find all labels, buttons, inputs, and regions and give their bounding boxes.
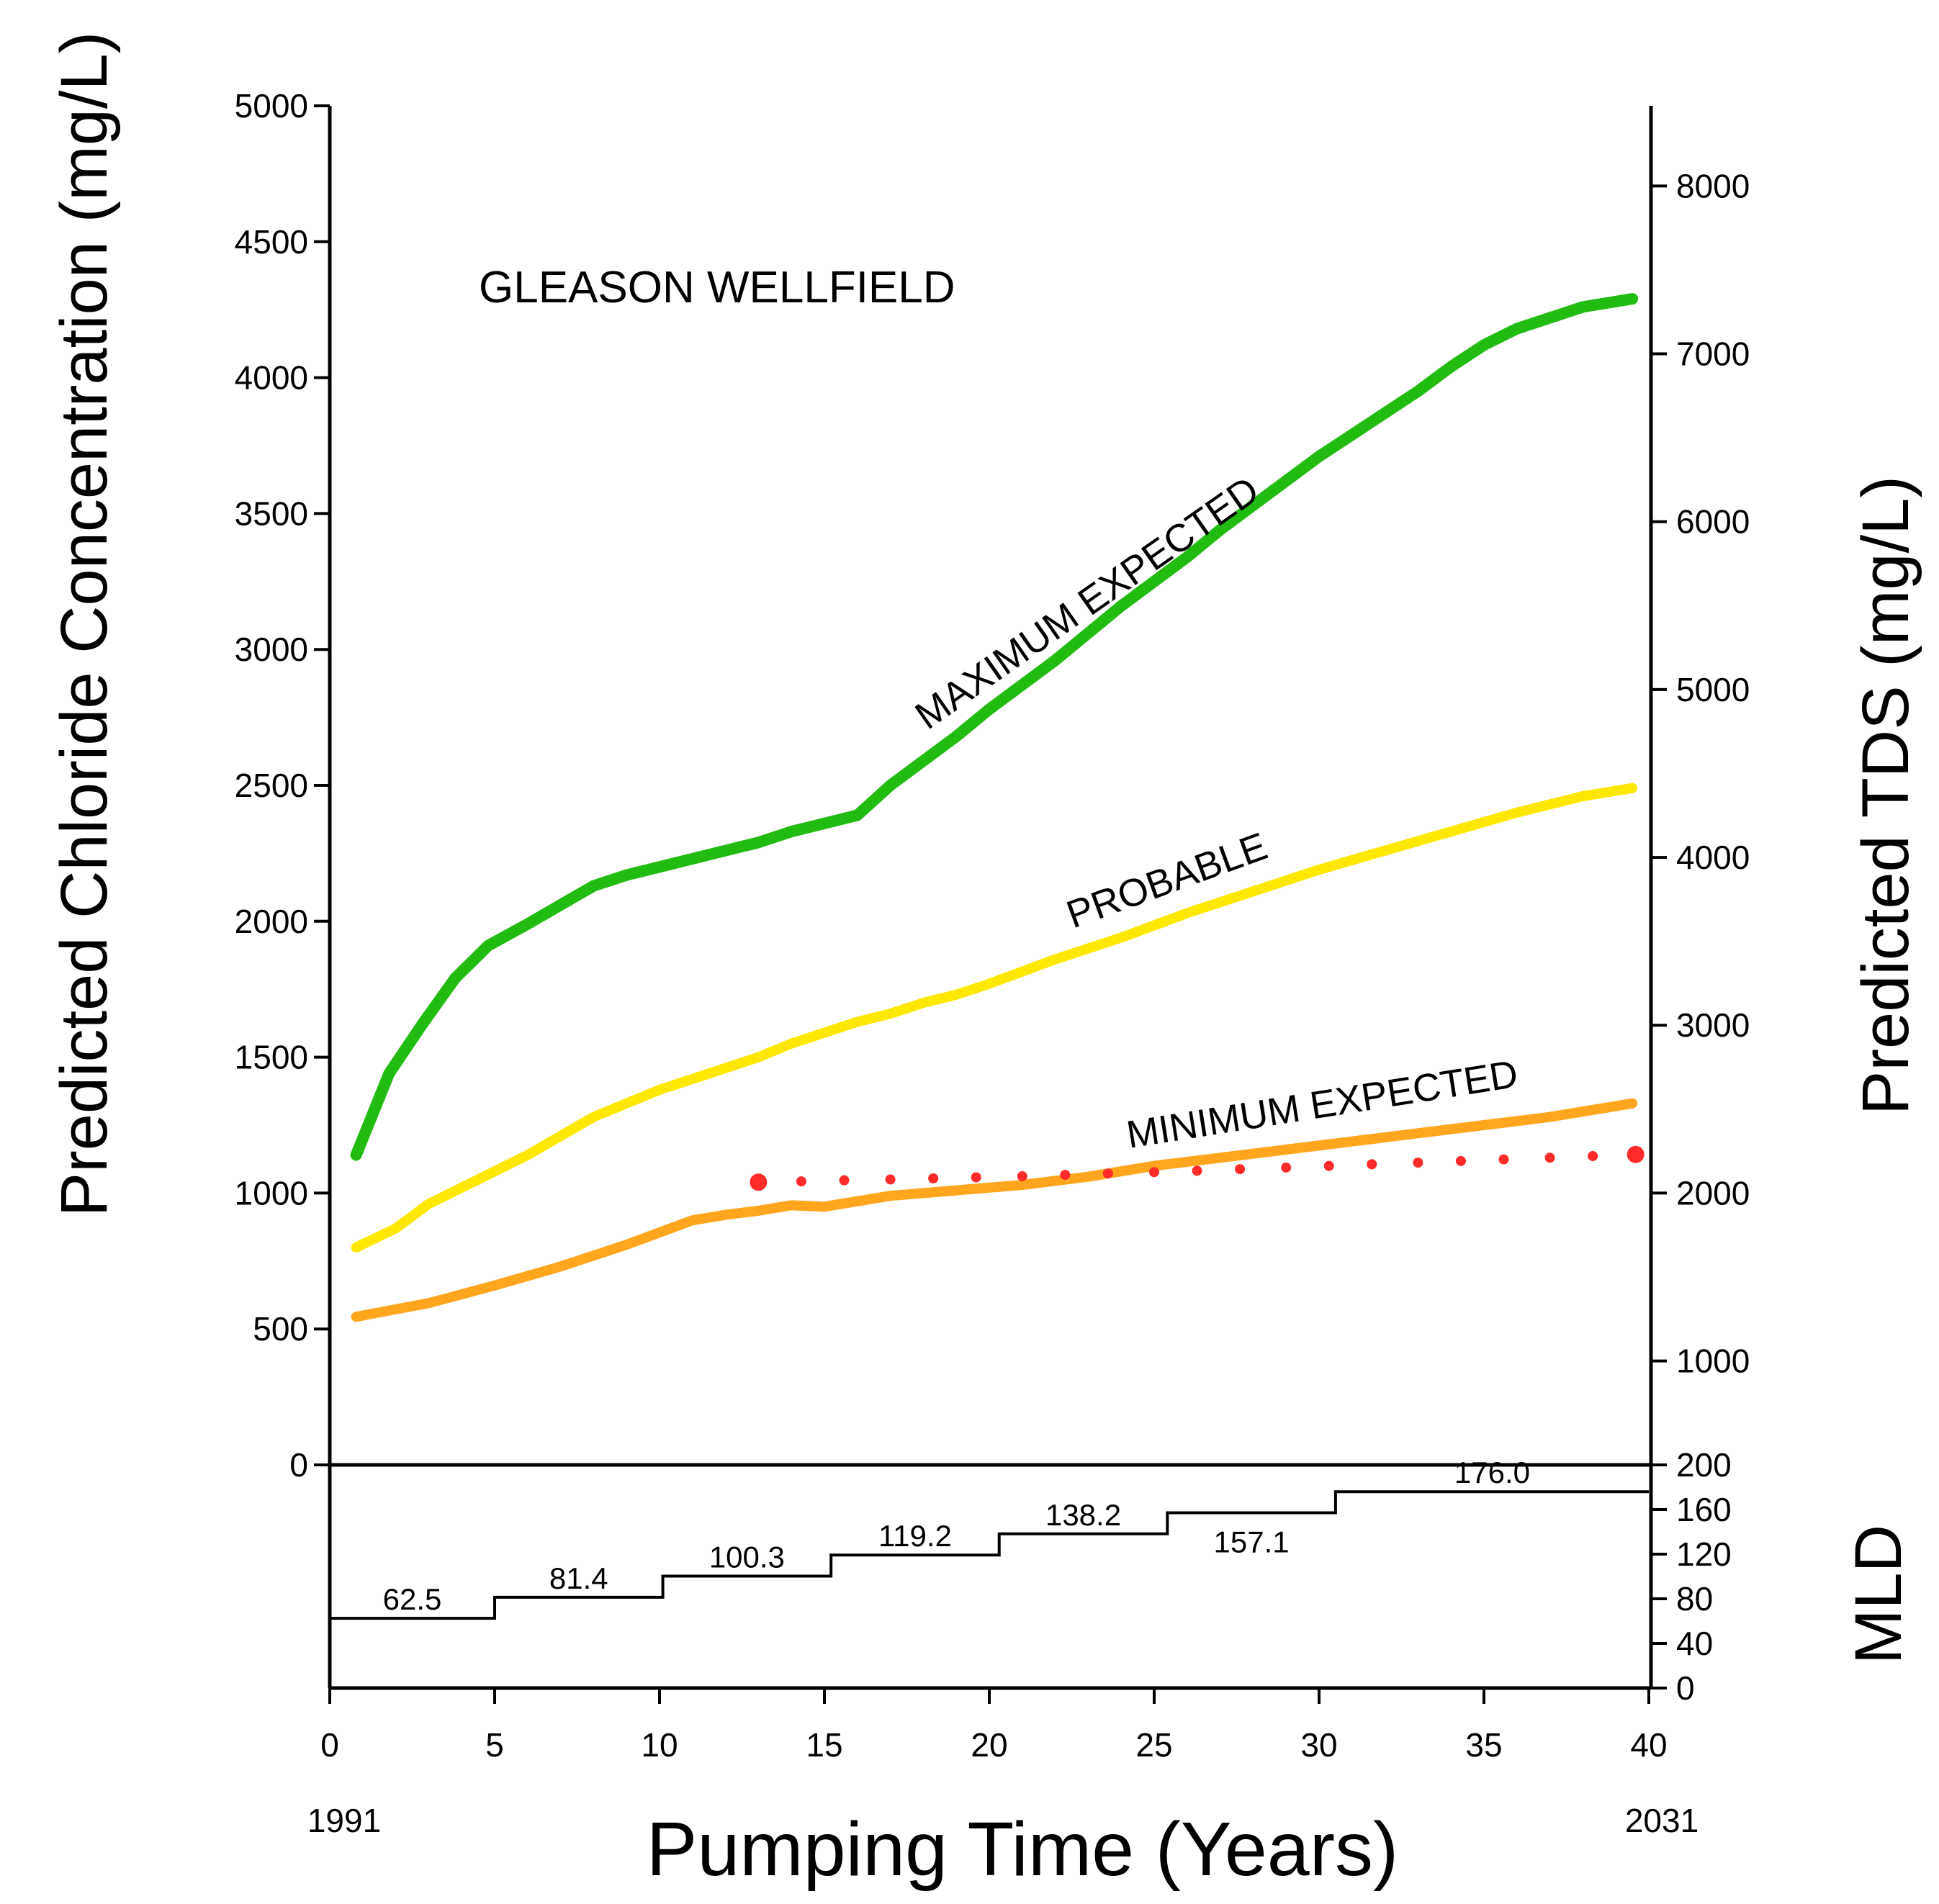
- y-tick-label: 4500: [235, 223, 308, 261]
- series-layer: [350, 293, 1645, 1322]
- x-tick-label: 5: [485, 1726, 504, 1764]
- mld-panel: 62.5 81.4 100.3 119.2 138.2 157.1 176.0: [330, 1456, 1649, 1620]
- tds-tick-label: 8000: [1676, 167, 1750, 204]
- dotted-series-point: [1413, 1158, 1423, 1168]
- mld-tick-label: 0: [1676, 1669, 1695, 1707]
- y-axis-title-right: Predicted TDS (mg/L): [1849, 476, 1922, 1115]
- dotted-series-point: [1588, 1151, 1598, 1162]
- mld-step-label: 138.2: [1045, 1498, 1121, 1532]
- series-line-2: [351, 1098, 1638, 1322]
- mld-step-label: 119.2: [878, 1519, 952, 1553]
- dotted-series-point: [1235, 1164, 1246, 1175]
- x-tick-label: 0: [320, 1726, 339, 1764]
- y-tick-label: 1500: [235, 1039, 308, 1076]
- y-tick-label: 1000: [235, 1174, 308, 1212]
- tds-tick-label: 4000: [1676, 839, 1750, 876]
- mld-step-line: [330, 1490, 1649, 1620]
- mld-step-label: 81.4: [549, 1561, 608, 1595]
- mld-tick-label: 120: [1676, 1535, 1732, 1573]
- mld-tick-label: 40: [1676, 1625, 1713, 1662]
- dotted-series-point: [1544, 1152, 1555, 1163]
- dotted-series-point: [1455, 1155, 1466, 1166]
- dotted-series-point: [839, 1175, 850, 1186]
- mld-tick-label: 200: [1676, 1446, 1732, 1484]
- y-tick-label: 4000: [235, 359, 308, 397]
- dotted-series-point: [750, 1173, 768, 1191]
- dotted-series-point: [1192, 1165, 1202, 1176]
- x-tick-label: 40: [1630, 1726, 1667, 1764]
- mld-step-label: 100.3: [709, 1540, 785, 1574]
- y-tick-label: 5000: [235, 87, 308, 125]
- y-tick-label: 2500: [235, 767, 308, 804]
- tds-tick-label: 7000: [1676, 335, 1750, 373]
- x-tick-label: 30: [1300, 1726, 1337, 1764]
- dotted-series-point: [1323, 1160, 1334, 1171]
- tick-layer: 0500100015002000250030003500400045005000…: [235, 87, 1750, 1764]
- tds-tick-label: 3000: [1676, 1006, 1750, 1044]
- chart-title: GLEASON WELLFIELD: [479, 263, 955, 312]
- x-tick-label: 20: [971, 1726, 1007, 1764]
- dotted-series-point: [796, 1176, 806, 1187]
- mld-step-label: 157.1: [1214, 1525, 1290, 1558]
- dotted-series-point: [928, 1173, 939, 1184]
- end-year-label: 2031: [1625, 1802, 1699, 1839]
- y-tick-label: 500: [253, 1310, 308, 1348]
- dotted-series-point: [1627, 1145, 1645, 1163]
- dotted-series-point: [1060, 1170, 1071, 1181]
- y-tick-label: 3500: [235, 495, 308, 532]
- x-tick-label: 35: [1465, 1726, 1502, 1764]
- tds-tick-label: 2000: [1676, 1174, 1750, 1212]
- mld-tick-label: 160: [1676, 1491, 1732, 1528]
- dotted-series-point: [1367, 1159, 1377, 1170]
- dotted-series-point: [1498, 1154, 1509, 1165]
- start-year-label: 1991: [307, 1802, 381, 1839]
- dotted-series-point: [1017, 1170, 1027, 1181]
- mld-step-label: 176.0: [1454, 1456, 1530, 1489]
- axes-frame: [328, 106, 1653, 1690]
- dotted-series-point: [971, 1172, 981, 1183]
- y-tick-label: 2000: [235, 903, 308, 940]
- x-tick-label: 25: [1135, 1726, 1172, 1764]
- series-line-0: [350, 293, 1639, 1161]
- tds-tick-label: 6000: [1676, 503, 1750, 541]
- y-tick-label: 0: [289, 1446, 308, 1484]
- series-label-maximum: MAXIMUM EXPECTED: [907, 468, 1267, 737]
- y-axis-title-left: Predicted Chloride Concentration (mg/L): [48, 32, 121, 1217]
- x-tick-label: 15: [806, 1726, 842, 1764]
- x-tick-label: 10: [641, 1726, 678, 1764]
- dotted-series-point: [885, 1174, 896, 1185]
- y-tick-label: 3000: [235, 631, 308, 668]
- dotted-series-point: [1102, 1168, 1113, 1179]
- series-line-1: [351, 782, 1638, 1253]
- mld-step-label: 62.5: [383, 1582, 442, 1616]
- tds-tick-label: 1000: [1676, 1343, 1750, 1380]
- x-axis-title: Pumping Time (Years): [647, 1807, 1399, 1892]
- dotted-series-point: [1149, 1167, 1159, 1178]
- mld-tick-label: 80: [1676, 1580, 1713, 1618]
- mld-axis-title: MLD: [1842, 1525, 1915, 1664]
- tds-tick-label: 5000: [1676, 671, 1750, 708]
- dotted-series-point: [1281, 1162, 1292, 1173]
